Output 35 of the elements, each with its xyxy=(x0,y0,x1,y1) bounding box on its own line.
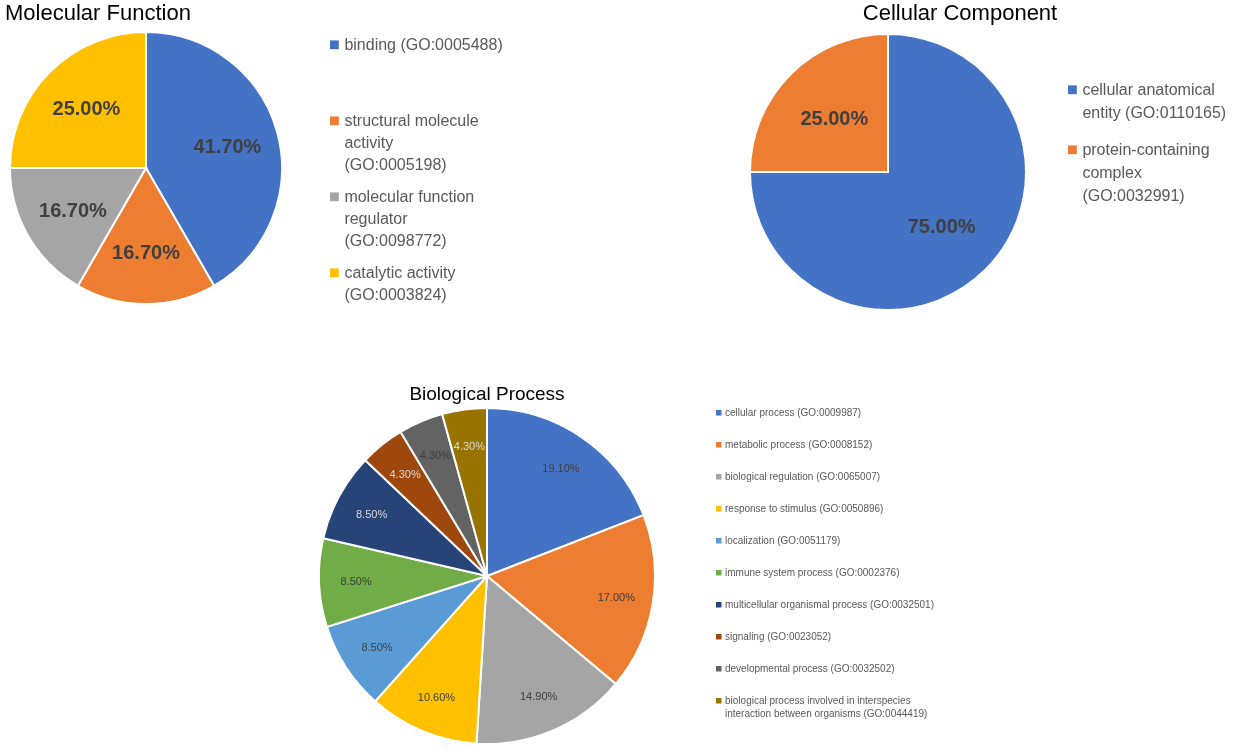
chart-title: Molecular Function xyxy=(5,0,191,25)
data-label: 8.50% xyxy=(361,641,393,654)
chart-title: Biological Process xyxy=(409,383,565,404)
data-label: 16.70% xyxy=(112,241,181,264)
data-label: 75.00% xyxy=(907,214,976,237)
data-label: 14.90% xyxy=(520,690,558,703)
data-label: 41.70% xyxy=(193,135,262,158)
data-label: 17.00% xyxy=(597,591,636,604)
legend-label: cellular process (GO:0009987) xyxy=(725,407,862,418)
data-label: 4.30% xyxy=(389,467,421,480)
legend-label: molecular function regulator (GO:0098772) xyxy=(344,188,475,249)
legend-label: catalytic activity (GO:0003824) xyxy=(344,264,456,303)
chart-title: Cellular Component xyxy=(862,0,1058,25)
pie-slice xyxy=(749,33,1027,311)
legend-label: structural molecule activity (GO:0005198) xyxy=(344,112,479,173)
data-label: 10.60% xyxy=(417,690,456,703)
legend-label: metabolic process (GO:0008152) xyxy=(725,439,873,450)
legend-label: biological process involved in interspecies interaction between organisms (GO:0044419) xyxy=(725,695,928,719)
legend-label: response to stimulus (GO:0050896) xyxy=(725,503,884,514)
data-label: 8.50% xyxy=(355,507,388,520)
data-label: 4.30% xyxy=(453,440,486,452)
legend-label: protein-containing complex (GO:0032991) xyxy=(1082,141,1210,204)
legend-label: binding (GO:0005488) xyxy=(344,36,503,53)
data-label: 16.70% xyxy=(39,199,108,222)
legend-label: multicellular organismal process (GO:0032501) xyxy=(725,599,934,610)
data-label: 8.50% xyxy=(340,575,372,588)
legend-label: signaling (GO:0023052) xyxy=(725,631,832,642)
legend-label: cellular anatomical entity (GO:0110165) xyxy=(1082,81,1227,121)
legend-label: localization (GO:0051179) xyxy=(725,535,841,546)
data-label: 19.10% xyxy=(542,461,580,474)
data-label: 25.00% xyxy=(52,97,121,120)
legend-label: biological regulation (GO:0065007) xyxy=(725,471,881,482)
legend-label: immune system process (GO:0002376) xyxy=(725,567,900,578)
data-label: 25.00% xyxy=(800,107,869,130)
legend-label: developmental process (GO:0032502) xyxy=(725,663,895,674)
